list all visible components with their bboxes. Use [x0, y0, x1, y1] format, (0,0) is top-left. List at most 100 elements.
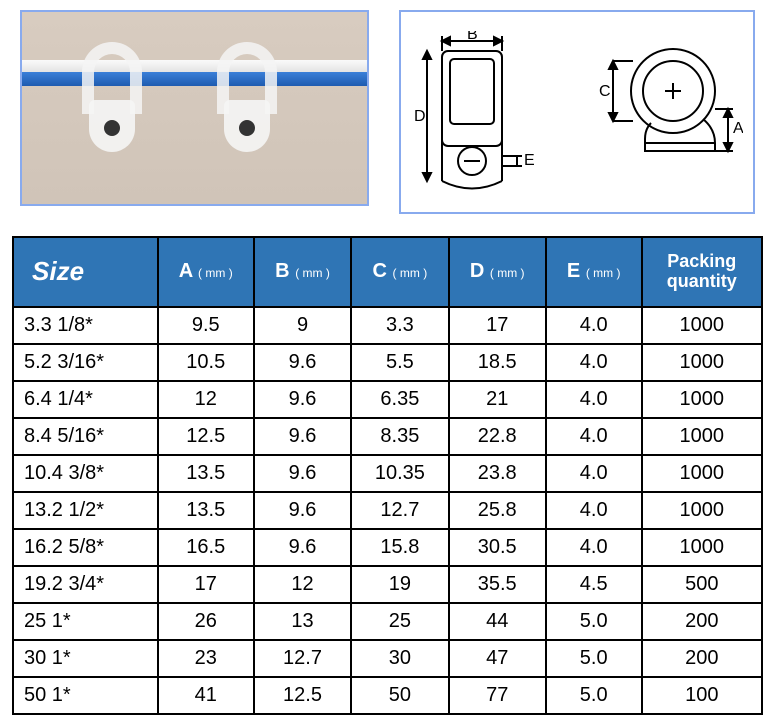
cell-b: 9.6: [254, 381, 351, 418]
cell-size: 50 1*: [13, 677, 158, 714]
cell-c: 5.5: [351, 344, 448, 381]
cell-a: 41: [158, 677, 254, 714]
label-d: D: [414, 108, 426, 125]
cell-e: 5.0: [546, 603, 642, 640]
label-c: C: [599, 83, 611, 100]
table-body: 3.3 1/8*9.593.3174.010005.2 3/16*10.59.6…: [13, 307, 762, 714]
cell-q: 1000: [642, 455, 762, 492]
cell-b: 9: [254, 307, 351, 344]
cell-d: 47: [449, 640, 546, 677]
cell-d: 35.5: [449, 566, 546, 603]
cell-q: 1000: [642, 492, 762, 529]
cell-a: 26: [158, 603, 254, 640]
table-row: 19.2 3/4*17121935.54.5500: [13, 566, 762, 603]
cell-a: 12: [158, 381, 254, 418]
cell-q: 500: [642, 566, 762, 603]
cell-d: 25.8: [449, 492, 546, 529]
clip-1: [77, 42, 147, 172]
cell-b: 12.5: [254, 677, 351, 714]
col-packing: Packingquantity: [642, 237, 762, 307]
cell-c: 3.3: [351, 307, 448, 344]
table-row: 6.4 1/4*129.66.35214.01000: [13, 381, 762, 418]
cell-e: 5.0: [546, 677, 642, 714]
cell-c: 10.35: [351, 455, 448, 492]
table-row: 16.2 5/8*16.59.615.830.54.01000: [13, 529, 762, 566]
label-a: A: [733, 120, 743, 137]
cell-c: 8.35: [351, 418, 448, 455]
cell-c: 6.35: [351, 381, 448, 418]
cell-b: 12.7: [254, 640, 351, 677]
cell-e: 4.0: [546, 455, 642, 492]
table-row: 25 1*261325445.0200: [13, 603, 762, 640]
cell-c: 50: [351, 677, 448, 714]
cell-size: 6.4 1/4*: [13, 381, 158, 418]
cell-size: 25 1*: [13, 603, 158, 640]
cell-q: 1000: [642, 307, 762, 344]
cell-c: 15.8: [351, 529, 448, 566]
cell-a: 13.5: [158, 492, 254, 529]
table-row: 3.3 1/8*9.593.3174.01000: [13, 307, 762, 344]
cell-e: 4.0: [546, 307, 642, 344]
cell-b: 9.6: [254, 529, 351, 566]
cell-a: 12.5: [158, 418, 254, 455]
cell-c: 30: [351, 640, 448, 677]
cell-e: 4.0: [546, 492, 642, 529]
table-header-row: Size A ( mm ) B ( mm ) C ( mm ) D ( mm )…: [13, 237, 762, 307]
cell-a: 23: [158, 640, 254, 677]
cell-a: 16.5: [158, 529, 254, 566]
col-size: Size: [13, 237, 158, 307]
cell-d: 44: [449, 603, 546, 640]
cell-b: 9.6: [254, 492, 351, 529]
cell-c: 25: [351, 603, 448, 640]
col-e: E ( mm ): [546, 237, 642, 307]
cell-e: 5.0: [546, 640, 642, 677]
cell-size: 5.2 3/16*: [13, 344, 158, 381]
cell-a: 10.5: [158, 344, 254, 381]
cell-size: 16.2 5/8*: [13, 529, 158, 566]
cell-d: 77: [449, 677, 546, 714]
product-photo: [20, 10, 369, 206]
cell-a: 13.5: [158, 455, 254, 492]
cable-blue: [20, 72, 369, 86]
cell-e: 4.5: [546, 566, 642, 603]
label-b: B: [467, 31, 478, 43]
cell-b: 9.6: [254, 418, 351, 455]
cell-q: 1000: [642, 418, 762, 455]
cell-q: 1000: [642, 381, 762, 418]
top-section: B D E: [0, 0, 775, 224]
diagram-side: C A: [593, 31, 743, 201]
cell-e: 4.0: [546, 529, 642, 566]
cell-size: 8.4 5/16*: [13, 418, 158, 455]
cell-size: 3.3 1/8*: [13, 307, 158, 344]
cell-d: 21: [449, 381, 546, 418]
cell-q: 1000: [642, 529, 762, 566]
col-a: A ( mm ): [158, 237, 254, 307]
col-d: D ( mm ): [449, 237, 546, 307]
cell-d: 23.8: [449, 455, 546, 492]
cell-d: 22.8: [449, 418, 546, 455]
clip-2: [212, 42, 282, 172]
cell-a: 9.5: [158, 307, 254, 344]
col-b: B ( mm ): [254, 237, 351, 307]
table-row: 13.2 1/2*13.59.612.725.84.01000: [13, 492, 762, 529]
cell-a: 17: [158, 566, 254, 603]
cell-size: 13.2 1/2*: [13, 492, 158, 529]
cell-b: 12: [254, 566, 351, 603]
cell-size: 30 1*: [13, 640, 158, 677]
spec-table-container: Size A ( mm ) B ( mm ) C ( mm ) D ( mm )…: [0, 224, 775, 727]
cell-c: 12.7: [351, 492, 448, 529]
table-row: 30 1*2312.730475.0200: [13, 640, 762, 677]
cell-e: 4.0: [546, 381, 642, 418]
table-row: 10.4 3/8*13.59.610.3523.84.01000: [13, 455, 762, 492]
cell-b: 9.6: [254, 344, 351, 381]
table-row: 8.4 5/16*12.59.68.3522.84.01000: [13, 418, 762, 455]
col-c: C ( mm ): [351, 237, 448, 307]
table-row: 50 1*4112.550775.0100: [13, 677, 762, 714]
diagram-front: B D E: [412, 31, 542, 201]
cell-q: 200: [642, 640, 762, 677]
technical-diagrams: B D E: [399, 10, 755, 214]
cell-d: 18.5: [449, 344, 546, 381]
spec-table: Size A ( mm ) B ( mm ) C ( mm ) D ( mm )…: [12, 236, 763, 715]
cell-q: 100: [642, 677, 762, 714]
cell-e: 4.0: [546, 344, 642, 381]
